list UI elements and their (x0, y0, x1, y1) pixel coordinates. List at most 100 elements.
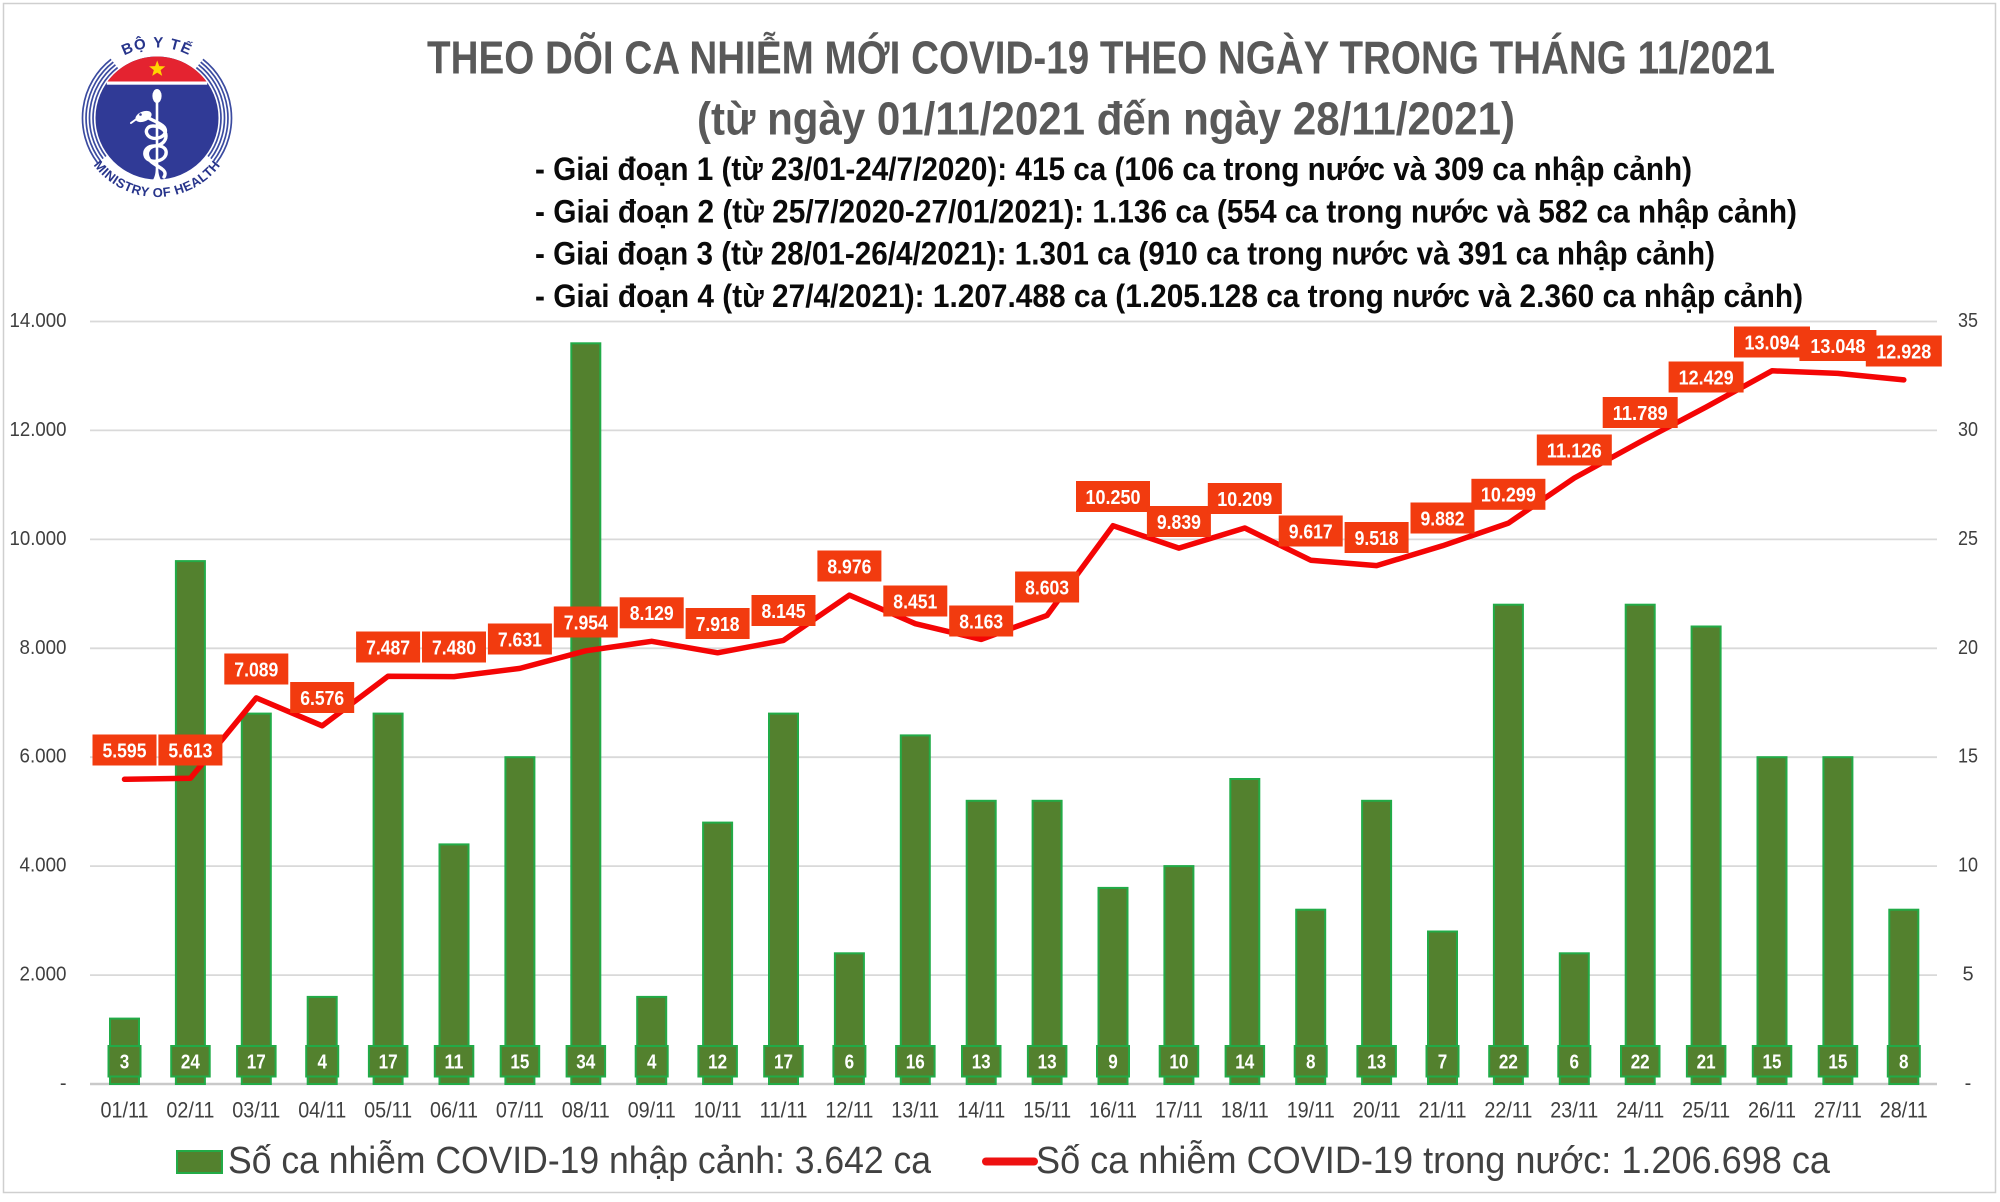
svg-text:8.000: 8.000 (20, 637, 67, 659)
svg-text:15/11: 15/11 (1023, 1098, 1071, 1123)
svg-text:9.518: 9.518 (1355, 528, 1399, 550)
svg-text:(từ ngày 01/11/2021 đến ngày 2: (từ ngày 01/11/2021 đến ngày 28/11/2021) (697, 93, 1515, 145)
svg-text:16/11: 16/11 (1089, 1098, 1137, 1123)
svg-text:14.000: 14.000 (10, 310, 67, 332)
svg-text:11.126: 11.126 (1547, 440, 1602, 462)
svg-text:17: 17 (247, 1051, 266, 1074)
svg-text:09/11: 09/11 (628, 1098, 676, 1123)
svg-text:10.209: 10.209 (1217, 489, 1272, 511)
svg-text:10: 10 (1169, 1051, 1188, 1074)
svg-text:13: 13 (1038, 1051, 1057, 1074)
svg-text:10.299: 10.299 (1481, 485, 1536, 507)
svg-text:7.089: 7.089 (234, 659, 278, 681)
svg-text:5.613: 5.613 (168, 740, 212, 762)
svg-text:- Giai đoạn 1 (từ 23/01-24/7/2: - Giai đoạn 1 (từ 23/01-24/7/2020): 415 … (535, 151, 1692, 187)
svg-text:15: 15 (1958, 746, 1978, 768)
svg-text:9.882: 9.882 (1421, 508, 1465, 530)
svg-text:9.617: 9.617 (1289, 521, 1333, 543)
svg-text:35: 35 (1958, 310, 1978, 332)
svg-text:7.487: 7.487 (366, 637, 410, 659)
svg-text:15: 15 (1828, 1051, 1847, 1074)
svg-text:17: 17 (379, 1051, 398, 1074)
svg-text:13: 13 (972, 1051, 991, 1074)
svg-text:3: 3 (120, 1051, 130, 1074)
svg-text:26/11: 26/11 (1748, 1098, 1796, 1123)
svg-text:13.094: 13.094 (1745, 332, 1801, 354)
svg-text:10.000: 10.000 (10, 528, 67, 550)
svg-text:- Giai đoạn 4 (từ 27/4/2021):: - Giai đoạn 4 (từ 27/4/2021): 1.207.488 … (535, 278, 1803, 314)
svg-text:THEO DÕI CA NHIỄM MỚI COVID-19: THEO DÕI CA NHIỄM MỚI COVID-19 THEO NGÀY… (427, 32, 1775, 84)
svg-text:4: 4 (317, 1051, 327, 1074)
svg-text:9: 9 (1108, 1051, 1118, 1074)
svg-text:- Giai đoạn 2 (từ 25/7/2020-27: - Giai đoạn 2 (từ 25/7/2020-27/01/2021):… (535, 193, 1797, 229)
svg-text:30: 30 (1958, 419, 1978, 441)
svg-text:28/11: 28/11 (1880, 1098, 1928, 1123)
svg-text:2.000: 2.000 (20, 964, 67, 986)
svg-text:24: 24 (181, 1051, 200, 1074)
svg-text:21: 21 (1697, 1051, 1716, 1074)
svg-text:9.839: 9.839 (1157, 512, 1201, 534)
svg-text:24/11: 24/11 (1616, 1098, 1664, 1123)
svg-text:12.429: 12.429 (1679, 367, 1734, 389)
svg-text:07/11: 07/11 (496, 1098, 544, 1123)
svg-text:05/11: 05/11 (364, 1098, 412, 1123)
svg-text:7: 7 (1438, 1051, 1448, 1074)
svg-text:5.595: 5.595 (103, 740, 147, 762)
svg-text:-: - (1965, 1073, 1972, 1095)
svg-text:19/11: 19/11 (1287, 1098, 1335, 1123)
svg-text:20: 20 (1958, 637, 1978, 659)
svg-text:8.145: 8.145 (762, 601, 806, 623)
svg-text:8: 8 (1306, 1051, 1316, 1074)
svg-text:10.250: 10.250 (1086, 487, 1141, 509)
svg-text:22/11: 22/11 (1484, 1098, 1532, 1123)
svg-text:6: 6 (1570, 1051, 1580, 1074)
svg-text:- Giai đoạn 3 (từ 28/01-26/4/2: - Giai đoạn 3 (từ 28/01-26/4/2021): 1.30… (535, 236, 1715, 272)
svg-text:12.928: 12.928 (1876, 341, 1931, 363)
svg-text:02/11: 02/11 (166, 1098, 214, 1123)
svg-text:22: 22 (1631, 1051, 1650, 1074)
svg-text:12/11: 12/11 (825, 1098, 873, 1123)
svg-text:8.451: 8.451 (893, 591, 937, 613)
svg-text:25/11: 25/11 (1682, 1098, 1730, 1123)
svg-text:13: 13 (1367, 1051, 1386, 1074)
svg-text:15: 15 (510, 1051, 529, 1074)
svg-text:13.048: 13.048 (1810, 336, 1865, 358)
svg-text:17/11: 17/11 (1155, 1098, 1203, 1123)
svg-text:01/11: 01/11 (101, 1098, 149, 1123)
svg-text:08/11: 08/11 (562, 1098, 610, 1123)
svg-text:7.954: 7.954 (564, 612, 609, 634)
svg-text:16: 16 (906, 1051, 925, 1074)
svg-text:11.789: 11.789 (1613, 403, 1668, 425)
svg-text:4: 4 (647, 1051, 657, 1074)
svg-text:8.976: 8.976 (827, 556, 871, 578)
svg-text:25: 25 (1958, 528, 1978, 550)
svg-text:8.163: 8.163 (959, 611, 1003, 633)
svg-text:12.000: 12.000 (10, 419, 67, 441)
svg-text:14: 14 (1235, 1051, 1254, 1074)
svg-text:7.918: 7.918 (696, 614, 740, 636)
svg-text:Số ca nhiễm COVID-19 nhập cảnh: Số ca nhiễm COVID-19 nhập cảnh: 3.642 ca (228, 1139, 932, 1182)
svg-text:10/11: 10/11 (694, 1098, 742, 1123)
svg-text:11/11: 11/11 (760, 1098, 808, 1123)
svg-text:8.129: 8.129 (630, 603, 674, 625)
svg-text:6.000: 6.000 (20, 746, 67, 768)
svg-text:12: 12 (708, 1051, 727, 1074)
svg-text:6: 6 (845, 1051, 855, 1074)
svg-text:04/11: 04/11 (298, 1098, 346, 1123)
svg-text:13/11: 13/11 (891, 1098, 939, 1123)
svg-text:8: 8 (1899, 1051, 1909, 1074)
svg-text:4.000: 4.000 (20, 855, 67, 877)
svg-text:20/11: 20/11 (1353, 1098, 1401, 1123)
svg-text:8.603: 8.603 (1025, 577, 1069, 599)
svg-text:7.480: 7.480 (432, 637, 476, 659)
svg-text:5: 5 (1962, 964, 1973, 986)
svg-text:6.576: 6.576 (300, 688, 344, 710)
svg-text:10: 10 (1958, 855, 1978, 877)
svg-text:15: 15 (1763, 1051, 1782, 1074)
svg-text:Số ca nhiễm COVID-19 trong nướ: Số ca nhiễm COVID-19 trong nước: 1.206.6… (1036, 1139, 1831, 1182)
svg-text:14/11: 14/11 (957, 1098, 1005, 1123)
svg-text:34: 34 (576, 1051, 595, 1074)
svg-text:03/11: 03/11 (232, 1098, 280, 1123)
svg-text:18/11: 18/11 (1221, 1098, 1269, 1123)
svg-text:23/11: 23/11 (1550, 1098, 1598, 1123)
